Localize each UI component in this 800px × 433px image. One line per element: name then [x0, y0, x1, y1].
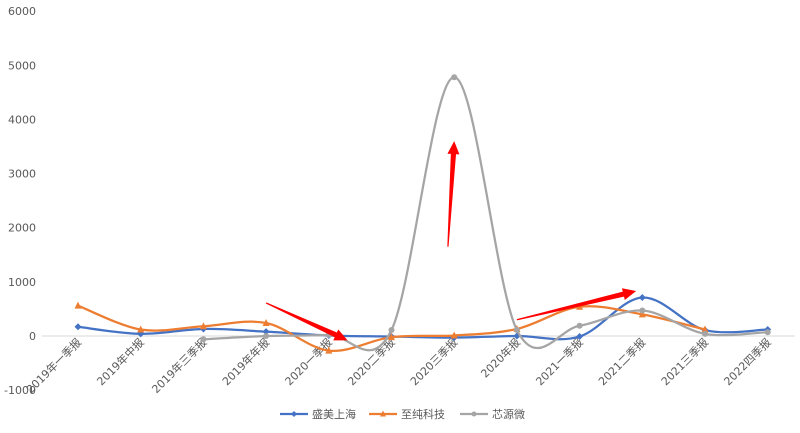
data-point	[450, 331, 458, 339]
data-point	[702, 330, 708, 337]
data-point	[74, 301, 82, 309]
data-point	[576, 333, 584, 341]
red-arrow-annotation	[516, 288, 637, 321]
data-point	[262, 328, 270, 336]
x-tick-label: 2020三季报	[407, 335, 460, 388]
data-point	[576, 322, 583, 329]
y-tick-label: 4000	[8, 113, 36, 126]
data-point	[380, 410, 386, 417]
legend-item: 芯源微	[460, 407, 525, 421]
data-point	[199, 322, 207, 330]
data-point	[262, 319, 270, 327]
data-point	[638, 310, 646, 318]
legend-item: 盛美上海	[280, 407, 356, 421]
series-layer	[74, 74, 772, 354]
data-point	[325, 346, 333, 354]
data-point	[471, 411, 477, 417]
y-tick-label: 3000	[8, 168, 36, 181]
data-point	[638, 294, 646, 302]
x-tick-label: 2019年年报	[219, 335, 272, 388]
legend-label: 盛美上海	[312, 407, 356, 421]
x-tick-label: 2021一季报	[533, 335, 586, 388]
x-tick-label: 2022四季报	[721, 335, 774, 388]
x-tick-label: 2019年三季报	[149, 335, 210, 396]
x-tick-label: 2019年中报	[94, 335, 147, 388]
y-tick-label: 1000	[8, 276, 36, 289]
data-point	[388, 327, 395, 334]
red-arrow-annotation	[447, 141, 460, 247]
data-point	[388, 333, 395, 341]
x-tick-label: 2021二季报	[595, 335, 648, 388]
x-tick-label: 2021三季报	[658, 335, 711, 388]
legend-item: 至纯科技	[369, 407, 445, 421]
legend-label: 至纯科技	[401, 407, 445, 421]
legend: 盛美上海 至纯科技 芯源微	[280, 407, 525, 421]
y-tick-label: 5000	[8, 59, 36, 72]
y-tick-label: 2000	[8, 222, 36, 235]
annotation-layer	[265, 141, 637, 341]
data-point	[451, 74, 458, 81]
series-芯源微	[200, 74, 771, 352]
legend-label: 芯源微	[492, 407, 525, 421]
data-point	[701, 325, 709, 333]
y-tick-label: -1000	[4, 384, 36, 397]
data-point	[639, 307, 646, 314]
x-axis: 2019年一季报 2019年中报 2019年三季报 2019年年报 2020一季报 202…	[23, 335, 774, 396]
data-point	[137, 325, 145, 333]
red-arrow-annotation	[265, 302, 348, 341]
y-tick-label: 0	[29, 330, 36, 343]
y-tick-label: 6000	[8, 5, 36, 18]
data-point	[200, 336, 207, 343]
x-tick-label: 2020年报	[478, 335, 523, 380]
x-tick-label: 2019年一季报	[23, 335, 84, 396]
data-point	[291, 411, 297, 417]
data-point	[263, 333, 270, 339]
data-point	[513, 327, 520, 334]
y-axis: -1000 0 1000 2000 3000 4000 5000 6000	[4, 5, 36, 397]
data-point	[764, 329, 771, 336]
data-point	[74, 323, 82, 331]
series-line	[202, 76, 769, 352]
